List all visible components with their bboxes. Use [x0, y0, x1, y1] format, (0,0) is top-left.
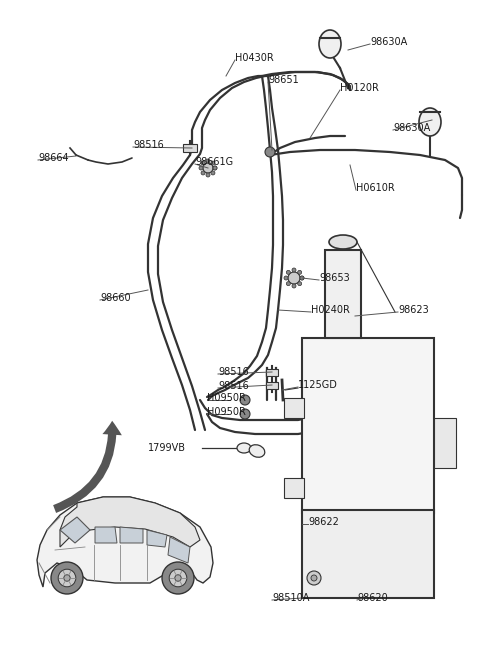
Polygon shape: [120, 527, 143, 543]
Text: 98651: 98651: [268, 75, 299, 85]
Bar: [325, 250, 361, 338]
Circle shape: [287, 282, 290, 286]
Bar: [302, 510, 434, 598]
Text: H0950R: H0950R: [207, 407, 246, 417]
Circle shape: [240, 409, 250, 419]
Circle shape: [298, 282, 301, 286]
Circle shape: [175, 575, 181, 581]
Ellipse shape: [329, 235, 357, 249]
Circle shape: [288, 272, 300, 284]
Bar: [183, 144, 197, 152]
Polygon shape: [37, 497, 213, 587]
Circle shape: [287, 271, 290, 274]
Circle shape: [311, 575, 317, 581]
Ellipse shape: [237, 443, 251, 453]
Circle shape: [162, 562, 194, 594]
Text: 98622: 98622: [308, 517, 339, 527]
Text: 98516: 98516: [218, 367, 249, 377]
Text: 98664: 98664: [38, 153, 69, 163]
Text: H0240R: H0240R: [311, 305, 350, 315]
Text: H0950R: H0950R: [207, 393, 246, 403]
Text: 98516: 98516: [133, 140, 164, 150]
Circle shape: [292, 268, 296, 272]
Circle shape: [206, 173, 210, 177]
Circle shape: [203, 163, 213, 173]
Polygon shape: [60, 517, 90, 543]
Circle shape: [298, 271, 301, 274]
Bar: [434, 418, 456, 468]
Circle shape: [58, 569, 76, 587]
Circle shape: [300, 276, 304, 280]
Text: 98516: 98516: [218, 381, 249, 391]
Circle shape: [213, 166, 217, 170]
Ellipse shape: [249, 445, 265, 457]
Circle shape: [213, 166, 217, 170]
Polygon shape: [168, 537, 190, 563]
Circle shape: [199, 166, 203, 170]
Text: 98623: 98623: [398, 305, 429, 315]
Circle shape: [211, 171, 215, 175]
Circle shape: [292, 284, 296, 288]
Circle shape: [169, 569, 187, 587]
Text: 98653: 98653: [319, 273, 350, 283]
Bar: [266, 381, 278, 388]
Polygon shape: [60, 497, 200, 547]
Text: 98620: 98620: [357, 593, 388, 603]
Circle shape: [201, 161, 205, 165]
Circle shape: [240, 395, 250, 405]
Text: 98630A: 98630A: [370, 37, 407, 47]
Circle shape: [300, 276, 304, 280]
Bar: [302, 338, 434, 513]
Circle shape: [201, 171, 205, 175]
Bar: [284, 478, 304, 498]
Text: 1799VB: 1799VB: [148, 443, 186, 453]
Text: H0120R: H0120R: [340, 83, 379, 93]
FancyArrowPatch shape: [53, 421, 122, 513]
Text: 98660: 98660: [100, 293, 131, 303]
Text: H0430R: H0430R: [235, 53, 274, 63]
Polygon shape: [147, 530, 167, 547]
Text: H0610R: H0610R: [356, 183, 395, 193]
Circle shape: [307, 571, 321, 585]
Text: 98510A: 98510A: [272, 593, 310, 603]
Circle shape: [265, 147, 275, 157]
Circle shape: [211, 161, 215, 165]
Bar: [284, 398, 304, 418]
Bar: [266, 369, 278, 375]
Circle shape: [64, 575, 70, 581]
Text: 98630A: 98630A: [393, 123, 430, 133]
Ellipse shape: [419, 108, 441, 136]
Circle shape: [284, 276, 288, 280]
Polygon shape: [95, 527, 117, 543]
Ellipse shape: [319, 30, 341, 58]
Circle shape: [206, 159, 210, 163]
Text: 98661G: 98661G: [195, 157, 233, 167]
Text: 1125GD: 1125GD: [298, 380, 338, 390]
Circle shape: [51, 562, 83, 594]
